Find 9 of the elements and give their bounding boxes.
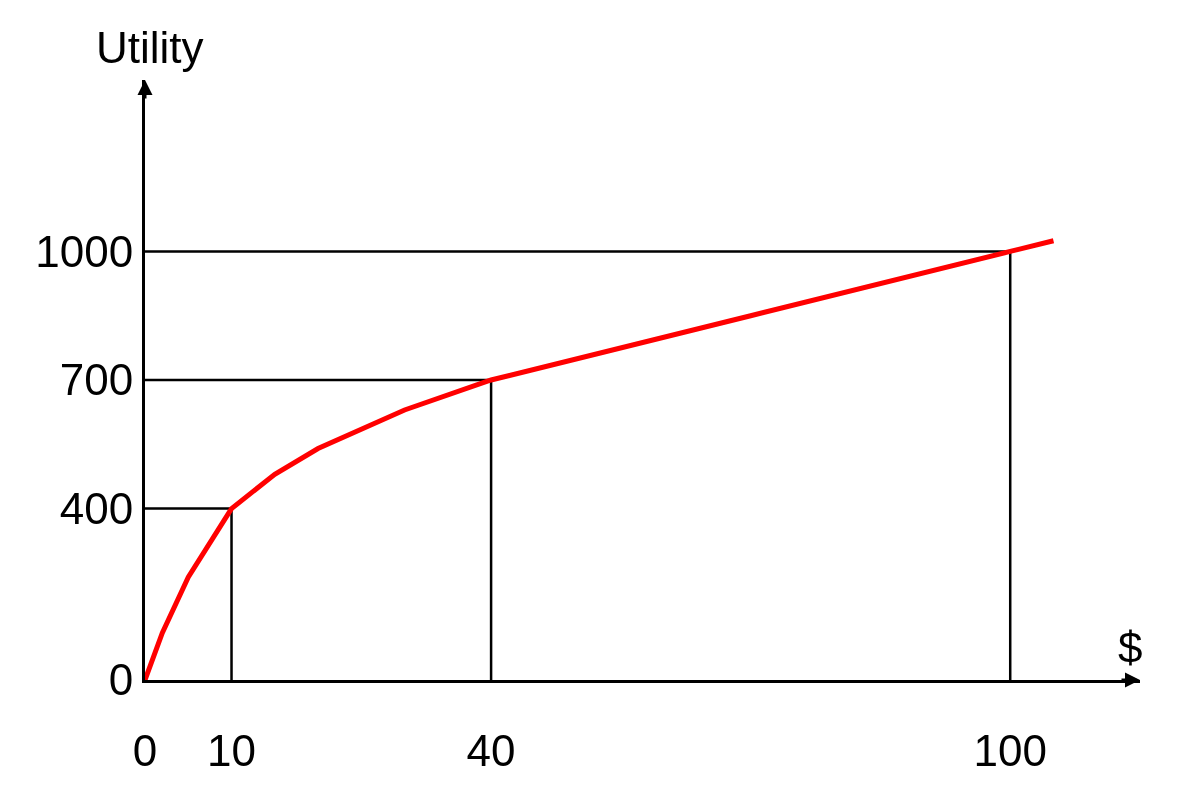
y-tick-label: 0 — [108, 655, 134, 705]
x-axis-title: $ — [1118, 623, 1143, 672]
y-tick-label: 400 — [59, 483, 134, 533]
y-axis-title: Utility — [96, 23, 204, 72]
y-tick-label: 700 — [59, 355, 134, 405]
x-tick-label: 100 — [973, 725, 1047, 775]
y-tick-label: 1000 — [35, 226, 134, 276]
x-tick-label: 10 — [207, 725, 256, 775]
x-tick-label: 40 — [466, 725, 516, 775]
